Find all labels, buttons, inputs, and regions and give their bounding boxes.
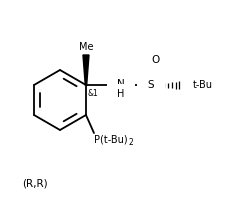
Text: H: H	[117, 89, 125, 99]
Text: Me: Me	[79, 42, 93, 52]
Text: 2: 2	[129, 138, 134, 147]
Text: S: S	[148, 80, 154, 90]
Text: (R,R): (R,R)	[22, 178, 48, 188]
Text: N: N	[117, 79, 125, 89]
Text: &1: &1	[88, 89, 99, 98]
Text: P(t-Bu): P(t-Bu)	[94, 135, 128, 145]
Text: t-Bu: t-Bu	[193, 80, 213, 90]
Polygon shape	[83, 55, 89, 85]
Text: &1: &1	[138, 75, 149, 84]
Text: O: O	[152, 55, 160, 65]
